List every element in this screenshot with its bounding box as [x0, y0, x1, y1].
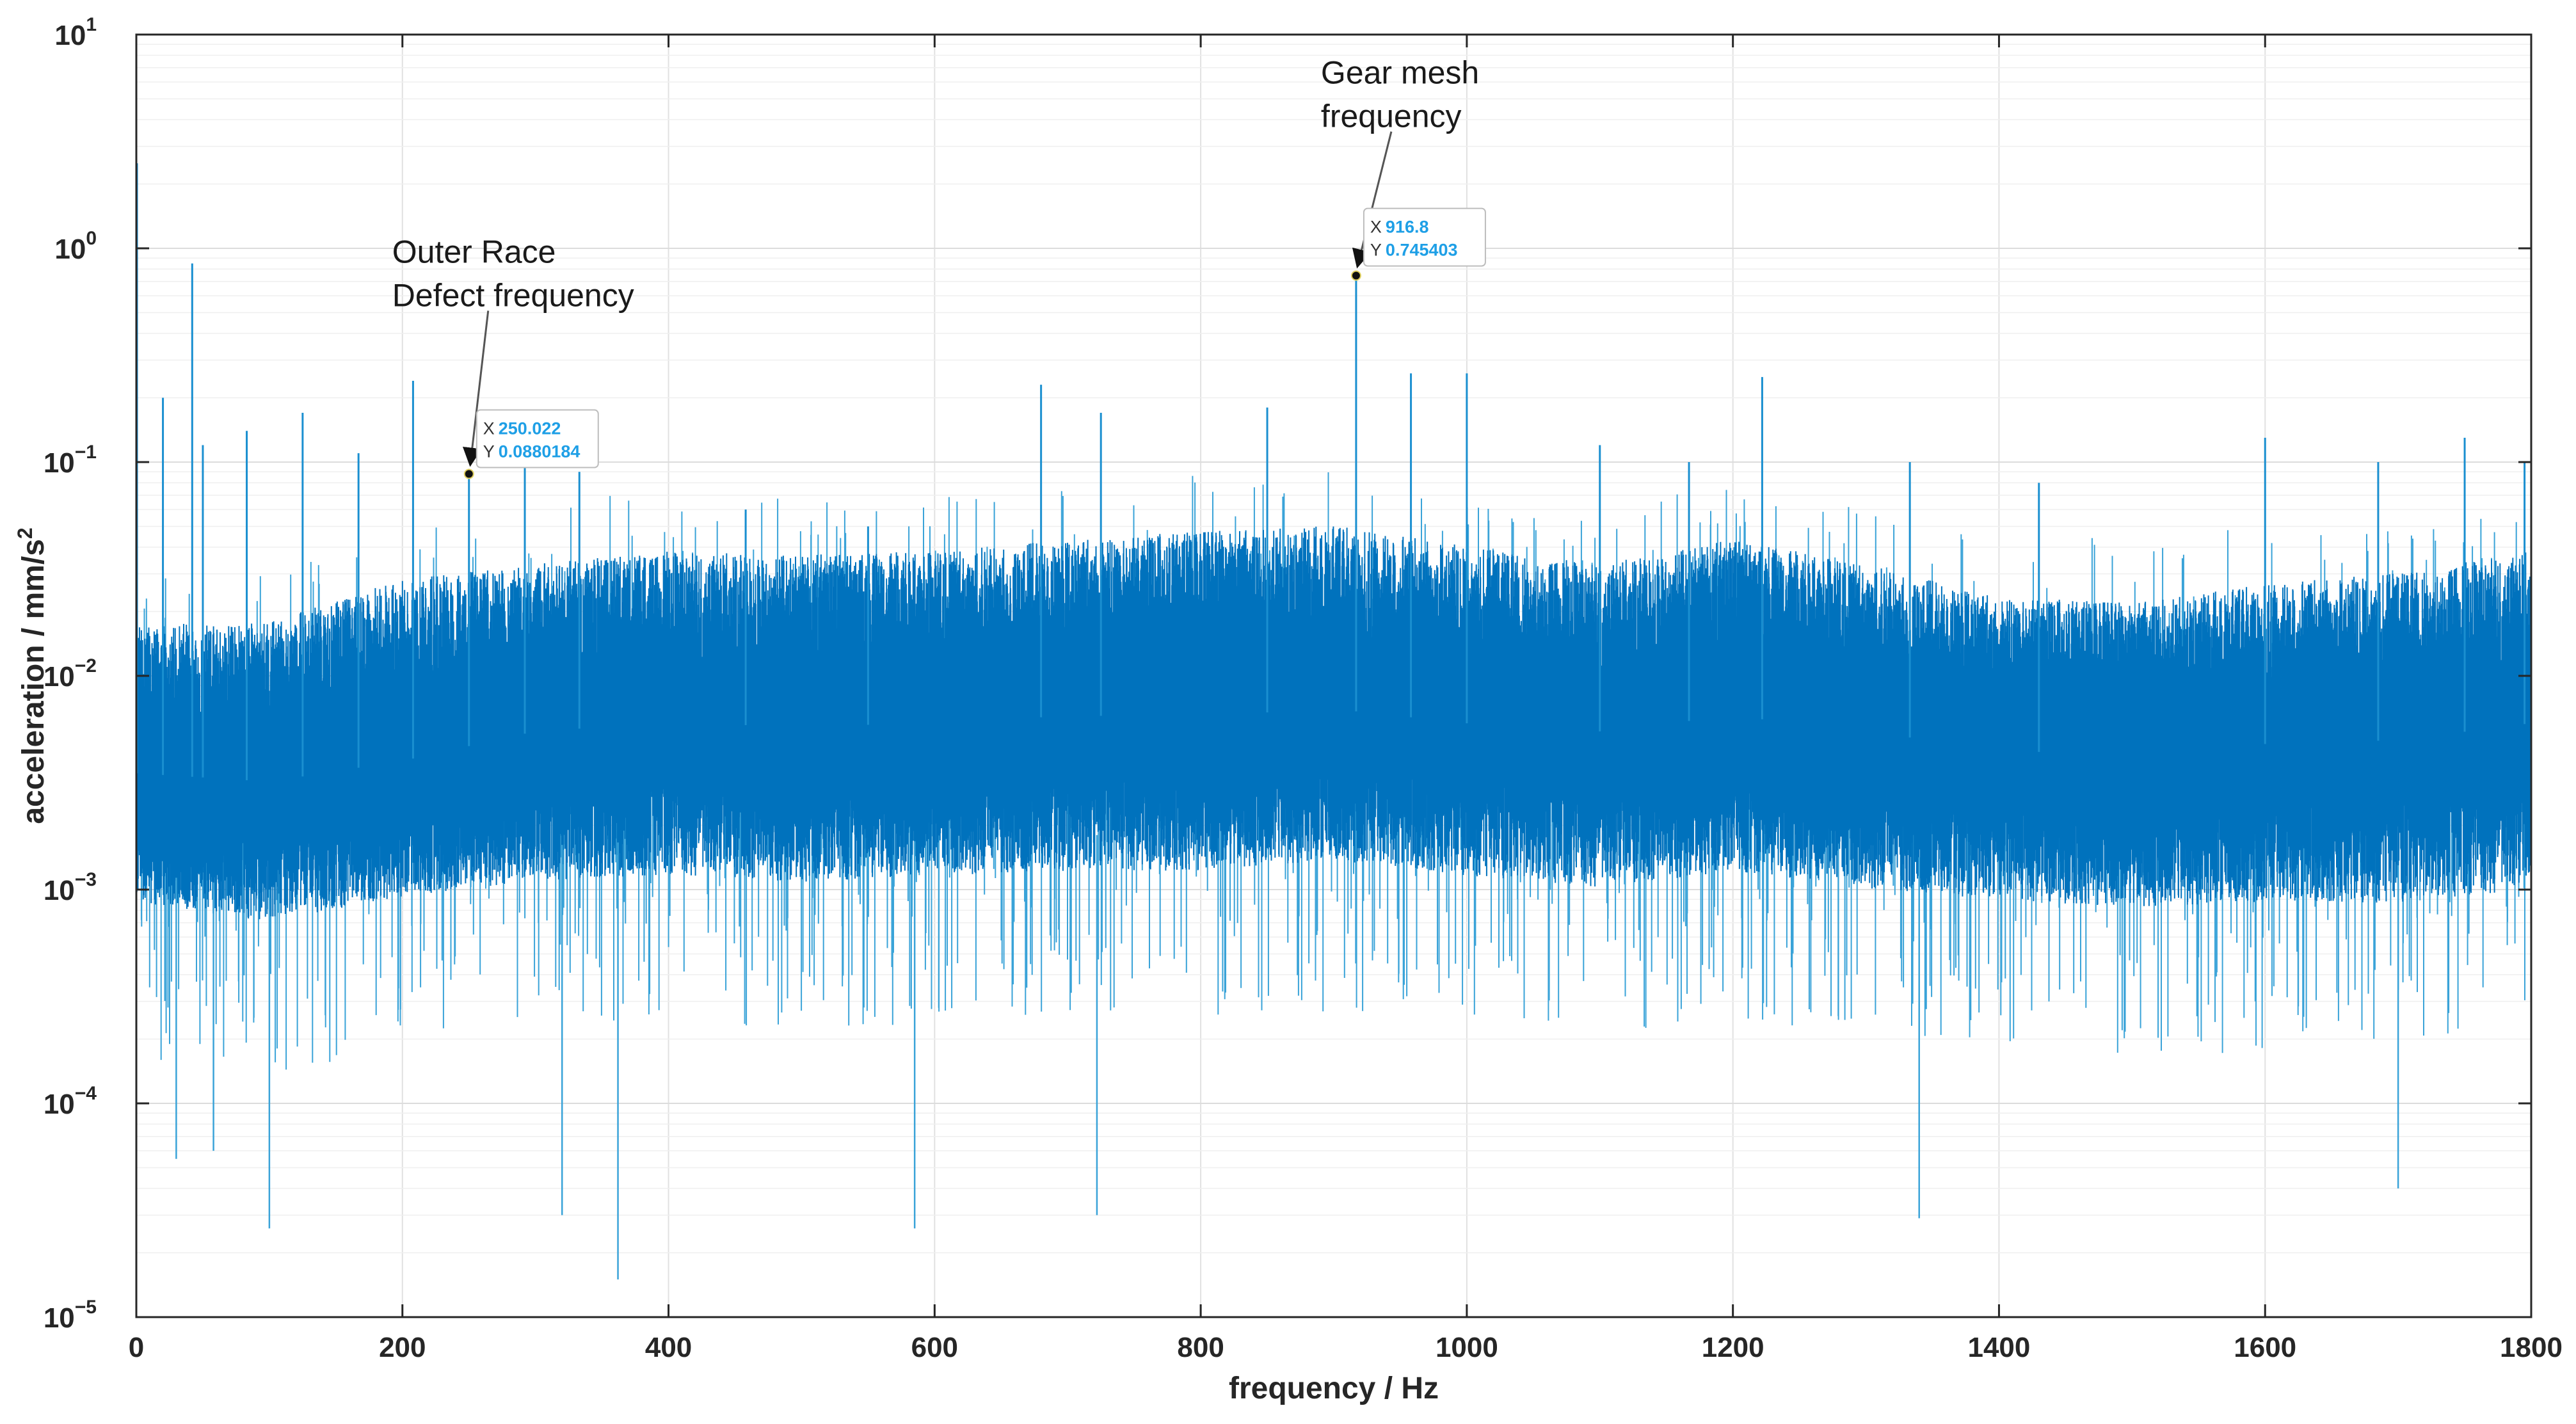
- y-tick-label-base: 10: [44, 1302, 75, 1334]
- datatip-x-value: 916.8: [1386, 218, 1429, 237]
- datatip-x-key: X: [1370, 218, 1382, 237]
- datatip-point-marker: [1350, 270, 1361, 281]
- datatip-y-key: Y: [1370, 241, 1382, 260]
- datatip-point-marker: [463, 468, 474, 479]
- x-tick-label: 0: [129, 1332, 144, 1363]
- y-axis-label: acceleration / mm/s2: [13, 527, 51, 824]
- x-tick-label: 1200: [1702, 1332, 1764, 1363]
- x-tick-label: 1600: [2234, 1332, 2296, 1363]
- x-tick-label: 400: [645, 1332, 692, 1363]
- x-tick-label: 1000: [1436, 1332, 1498, 1363]
- y-tick-label: 10−1: [44, 442, 97, 479]
- y-tick-label-exponent: 1: [86, 14, 97, 35]
- x-tick-label: 1800: [2500, 1332, 2563, 1363]
- y-tick-label-base: 10: [54, 20, 86, 51]
- y-tick-label: 10−2: [44, 655, 97, 692]
- axis-ticks: 0 200 400 600 800 1000 1200 1400 1600 180010−510−…: [44, 14, 2563, 1363]
- y-tick-label-exponent: −1: [75, 442, 97, 463]
- annotation-gear-mesh: Gear mesh frequency X 916.8Y 0.745403: [1321, 55, 1486, 281]
- y-tick-label-base: 10: [44, 447, 75, 479]
- y-tick-label: 10−4: [44, 1083, 97, 1120]
- y-tick-label-exponent: −5: [75, 1297, 97, 1318]
- y-tick-label-base: 10: [44, 1089, 75, 1120]
- annotation-arrow: [462, 310, 490, 467]
- y-axis-label-main: acceleration / mm/s: [17, 539, 51, 824]
- y-tick-label-base: 10: [44, 875, 75, 906]
- x-tick-label: 200: [379, 1332, 426, 1363]
- datatip-box: [476, 409, 599, 468]
- datatip-y-value: 0.0880184: [499, 442, 580, 461]
- x-tick-label: 600: [911, 1332, 958, 1363]
- y-tick-label: 10−5: [44, 1297, 97, 1334]
- y-tick-label-exponent: −4: [75, 1083, 97, 1104]
- y-tick-label-exponent: −2: [75, 655, 97, 676]
- annotation-text-line2: frequency: [1321, 99, 1462, 134]
- annotation-text-line2: Defect frequency: [392, 278, 634, 314]
- x-tick-label: 1400: [1967, 1332, 2030, 1363]
- y-tick-label-exponent: 0: [86, 228, 97, 249]
- datatip-box: [1363, 207, 1486, 267]
- datatip-x-value: 250.022: [499, 419, 561, 438]
- y-tick-label-base: 10: [44, 661, 75, 692]
- y-tick-label: 101: [54, 14, 97, 51]
- x-axis-label: frequency / Hz: [1229, 1372, 1439, 1405]
- annotation-arrow: [1352, 131, 1393, 269]
- y-tick-label: 10−3: [44, 869, 97, 906]
- y-tick-label-base: 10: [54, 234, 86, 265]
- y-axis-label-superscript: 2: [13, 527, 36, 539]
- annotation-text-line1: Outer Race: [392, 234, 556, 270]
- y-tick-label-exponent: −3: [75, 869, 97, 890]
- datatip-x-key: X: [483, 419, 495, 438]
- x-tick-label: 800: [1177, 1332, 1224, 1363]
- datatip-y-key: Y: [483, 442, 495, 461]
- annotation-text-line1: Gear mesh: [1321, 55, 1479, 91]
- datatip-y-value: 0.745403: [1386, 241, 1458, 260]
- y-tick-label: 100: [54, 228, 97, 265]
